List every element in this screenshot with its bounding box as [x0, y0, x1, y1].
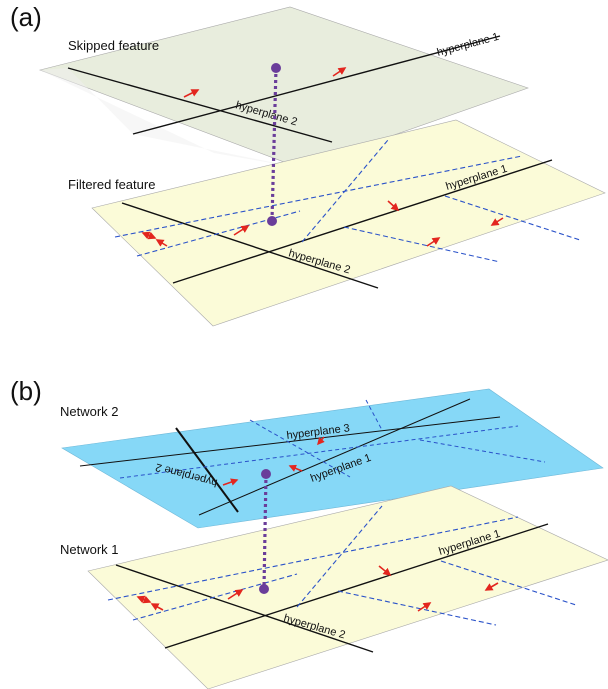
connector-a-line	[270, 67, 278, 221]
filtered-arrow-5	[426, 237, 441, 247]
filtered-feature-plane	[91, 119, 606, 327]
net2-hyperplane-2-line	[175, 427, 239, 513]
skipped-left-region	[40, 68, 300, 168]
skipped-arrow-2	[332, 67, 347, 77]
filtered-arrow-1	[141, 231, 157, 240]
net1-arrow-6	[484, 582, 499, 591]
skipped-feature-label: Skipped feature	[68, 38, 159, 53]
network-2-plane	[61, 388, 604, 529]
connector-a-bottom-dot	[267, 216, 277, 226]
filtered-dashed-line-3	[301, 139, 389, 243]
net2-hyperplane-3-line	[79, 416, 501, 467]
network-1-label: Network 1	[60, 542, 119, 557]
net1-arrow-4	[378, 565, 392, 577]
filtered-dashed-line-4	[343, 226, 501, 263]
panel-a-letter: (a)	[10, 2, 42, 32]
filtered-arrow-6	[490, 217, 504, 226]
net2-hyperplane-1-line	[198, 398, 471, 516]
net1-dashed-line-2	[132, 573, 298, 621]
network-1-plane	[87, 485, 608, 689]
skipped-hyperplane-1-label: hyperplane 1	[436, 31, 501, 59]
connector-a-top-dot	[271, 63, 281, 73]
filtered-feature-label: Filtered feature	[68, 177, 155, 192]
skipped-hyperplane-2-line	[67, 67, 333, 143]
net1-arrow-3	[227, 589, 244, 600]
filtered-arrow-2	[155, 239, 168, 247]
net2-arrow-1	[317, 436, 325, 446]
net2-dashed-line-2	[249, 419, 351, 478]
net1-arrow-2	[150, 603, 164, 611]
connector-b-line	[262, 473, 268, 589]
filtered-hyperplane-1-line	[172, 159, 553, 284]
net1-dashed-line-3	[296, 505, 383, 608]
net1-arrow-5	[417, 602, 432, 612]
net2-dashed-line-3	[365, 399, 383, 431]
net1-dashed-line-4	[337, 590, 497, 626]
net2-dashed-line-1	[119, 425, 519, 479]
connector-b-top-dot	[261, 469, 271, 479]
net2-arrow-3	[222, 478, 239, 486]
skipped-arrow-1	[183, 89, 200, 98]
filtered-arrow-3	[233, 225, 250, 236]
net1-hyperplane-1-line	[164, 523, 549, 649]
net1-arrow-1	[136, 595, 152, 604]
connector-b-bottom-dot	[259, 584, 269, 594]
skipped-hyperplane-1-line	[132, 35, 501, 135]
skipped-feature-plane	[38, 6, 529, 169]
panel-b-letter: (b)	[10, 376, 42, 406]
net1-dashed-line-1	[107, 516, 519, 601]
filtered-arrow-4	[387, 200, 400, 212]
net2-dashed-line-4	[419, 439, 546, 463]
filtered-dashed-line-1	[114, 155, 523, 238]
network-2-label: Network 2	[60, 404, 119, 419]
net2-arrow-2	[288, 464, 303, 472]
filtered-hyperplane-2-line	[121, 202, 379, 289]
net1-hyperplane-2-line	[115, 564, 374, 653]
